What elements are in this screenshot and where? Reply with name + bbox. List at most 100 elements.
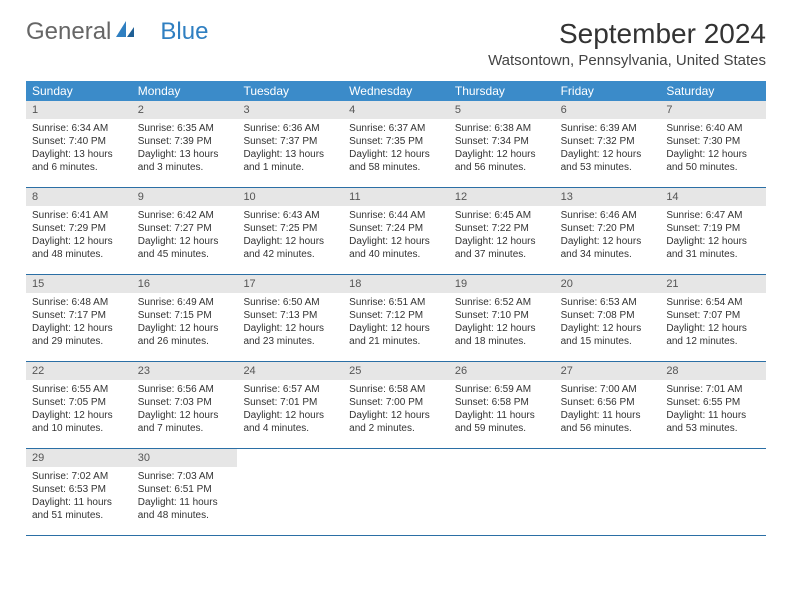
day-number: 16 [132,275,238,293]
day-body: Sunrise: 6:41 AMSunset: 7:29 PMDaylight:… [26,206,132,267]
day-number: 4 [343,101,449,119]
daylight-text: Daylight: 12 hours and 48 minutes. [32,235,126,261]
daylight-text: Daylight: 12 hours and 40 minutes. [349,235,443,261]
day-body: Sunrise: 6:37 AMSunset: 7:35 PMDaylight:… [343,119,449,180]
day-number: 18 [343,275,449,293]
day-cell: 21Sunrise: 6:54 AMSunset: 7:07 PMDayligh… [660,275,766,361]
sunrise-text: Sunrise: 6:45 AM [455,209,549,222]
day-body: Sunrise: 6:50 AMSunset: 7:13 PMDaylight:… [237,293,343,354]
day-number: 30 [132,449,238,467]
week-row: 22Sunrise: 6:55 AMSunset: 7:05 PMDayligh… [26,362,766,449]
daylight-text: Daylight: 12 hours and 37 minutes. [455,235,549,261]
day-header-cell: Sunday [26,81,132,101]
logo-sail-icon [114,18,136,46]
day-cell: 14Sunrise: 6:47 AMSunset: 7:19 PMDayligh… [660,188,766,274]
day-header-row: SundayMondayTuesdayWednesdayThursdayFrid… [26,81,766,101]
day-body: Sunrise: 6:54 AMSunset: 7:07 PMDaylight:… [660,293,766,354]
sunrise-text: Sunrise: 6:43 AM [243,209,337,222]
day-body: Sunrise: 6:36 AMSunset: 7:37 PMDaylight:… [237,119,343,180]
sunset-text: Sunset: 7:34 PM [455,135,549,148]
sunrise-text: Sunrise: 7:03 AM [138,470,232,483]
day-number: 9 [132,188,238,206]
day-body: Sunrise: 6:34 AMSunset: 7:40 PMDaylight:… [26,119,132,180]
daylight-text: Daylight: 12 hours and 10 minutes. [32,409,126,435]
day-header-cell: Friday [555,81,661,101]
daylight-text: Daylight: 12 hours and 2 minutes. [349,409,443,435]
day-cell: 1Sunrise: 6:34 AMSunset: 7:40 PMDaylight… [26,101,132,187]
daylight-text: Daylight: 11 hours and 59 minutes. [455,409,549,435]
sunrise-text: Sunrise: 6:39 AM [561,122,655,135]
sunset-text: Sunset: 7:08 PM [561,309,655,322]
daylight-text: Daylight: 12 hours and 53 minutes. [561,148,655,174]
daylight-text: Daylight: 13 hours and 6 minutes. [32,148,126,174]
daylight-text: Daylight: 12 hours and 34 minutes. [561,235,655,261]
day-cell: 29Sunrise: 7:02 AMSunset: 6:53 PMDayligh… [26,449,132,535]
daylight-text: Daylight: 11 hours and 56 minutes. [561,409,655,435]
daylight-text: Daylight: 13 hours and 3 minutes. [138,148,232,174]
sunset-text: Sunset: 7:30 PM [666,135,760,148]
day-cell: 19Sunrise: 6:52 AMSunset: 7:10 PMDayligh… [449,275,555,361]
sunset-text: Sunset: 7:37 PM [243,135,337,148]
day-header-cell: Thursday [449,81,555,101]
sunset-text: Sunset: 6:51 PM [138,483,232,496]
sunrise-text: Sunrise: 6:37 AM [349,122,443,135]
sunset-text: Sunset: 7:25 PM [243,222,337,235]
day-body: Sunrise: 6:56 AMSunset: 7:03 PMDaylight:… [132,380,238,441]
day-cell: 20Sunrise: 6:53 AMSunset: 7:08 PMDayligh… [555,275,661,361]
month-title: September 2024 [488,18,766,50]
day-cell: 15Sunrise: 6:48 AMSunset: 7:17 PMDayligh… [26,275,132,361]
day-cell [449,449,555,535]
day-body: Sunrise: 6:57 AMSunset: 7:01 PMDaylight:… [237,380,343,441]
daylight-text: Daylight: 12 hours and 31 minutes. [666,235,760,261]
sunrise-text: Sunrise: 6:52 AM [455,296,549,309]
daylight-text: Daylight: 12 hours and 12 minutes. [666,322,760,348]
day-cell [237,449,343,535]
sunset-text: Sunset: 7:29 PM [32,222,126,235]
sunset-text: Sunset: 7:01 PM [243,396,337,409]
day-header-cell: Tuesday [237,81,343,101]
day-body: Sunrise: 7:01 AMSunset: 6:55 PMDaylight:… [660,380,766,441]
day-number: 12 [449,188,555,206]
sunset-text: Sunset: 7:40 PM [32,135,126,148]
day-number: 21 [660,275,766,293]
sunrise-text: Sunrise: 7:01 AM [666,383,760,396]
sunset-text: Sunset: 7:10 PM [455,309,549,322]
sunset-text: Sunset: 7:32 PM [561,135,655,148]
day-number: 1 [26,101,132,119]
day-number: 24 [237,362,343,380]
daylight-text: Daylight: 13 hours and 1 minute. [243,148,337,174]
daylight-text: Daylight: 12 hours and 42 minutes. [243,235,337,261]
day-body: Sunrise: 6:59 AMSunset: 6:58 PMDaylight:… [449,380,555,441]
day-body: Sunrise: 6:42 AMSunset: 7:27 PMDaylight:… [132,206,238,267]
sunrise-text: Sunrise: 6:50 AM [243,296,337,309]
day-cell: 6Sunrise: 6:39 AMSunset: 7:32 PMDaylight… [555,101,661,187]
day-body: Sunrise: 6:52 AMSunset: 7:10 PMDaylight:… [449,293,555,354]
day-cell: 17Sunrise: 6:50 AMSunset: 7:13 PMDayligh… [237,275,343,361]
sunrise-text: Sunrise: 6:51 AM [349,296,443,309]
sunset-text: Sunset: 7:17 PM [32,309,126,322]
sunset-text: Sunset: 7:03 PM [138,396,232,409]
day-cell: 8Sunrise: 6:41 AMSunset: 7:29 PMDaylight… [26,188,132,274]
day-cell: 2Sunrise: 6:35 AMSunset: 7:39 PMDaylight… [132,101,238,187]
sunset-text: Sunset: 6:56 PM [561,396,655,409]
day-body: Sunrise: 6:35 AMSunset: 7:39 PMDaylight:… [132,119,238,180]
day-header-cell: Wednesday [343,81,449,101]
week-row: 15Sunrise: 6:48 AMSunset: 7:17 PMDayligh… [26,275,766,362]
sunrise-text: Sunrise: 6:41 AM [32,209,126,222]
day-cell: 9Sunrise: 6:42 AMSunset: 7:27 PMDaylight… [132,188,238,274]
daylight-text: Daylight: 12 hours and 21 minutes. [349,322,443,348]
week-row: 8Sunrise: 6:41 AMSunset: 7:29 PMDaylight… [26,188,766,275]
sunset-text: Sunset: 7:19 PM [666,222,760,235]
day-number: 23 [132,362,238,380]
sunset-text: Sunset: 7:13 PM [243,309,337,322]
daylight-text: Daylight: 11 hours and 51 minutes. [32,496,126,522]
day-cell: 28Sunrise: 7:01 AMSunset: 6:55 PMDayligh… [660,362,766,448]
day-number: 3 [237,101,343,119]
sunrise-text: Sunrise: 6:38 AM [455,122,549,135]
day-cell: 30Sunrise: 7:03 AMSunset: 6:51 PMDayligh… [132,449,238,535]
daylight-text: Daylight: 12 hours and 26 minutes. [138,322,232,348]
daylight-text: Daylight: 12 hours and 4 minutes. [243,409,337,435]
day-body: Sunrise: 6:45 AMSunset: 7:22 PMDaylight:… [449,206,555,267]
sunrise-text: Sunrise: 6:34 AM [32,122,126,135]
sunset-text: Sunset: 7:05 PM [32,396,126,409]
